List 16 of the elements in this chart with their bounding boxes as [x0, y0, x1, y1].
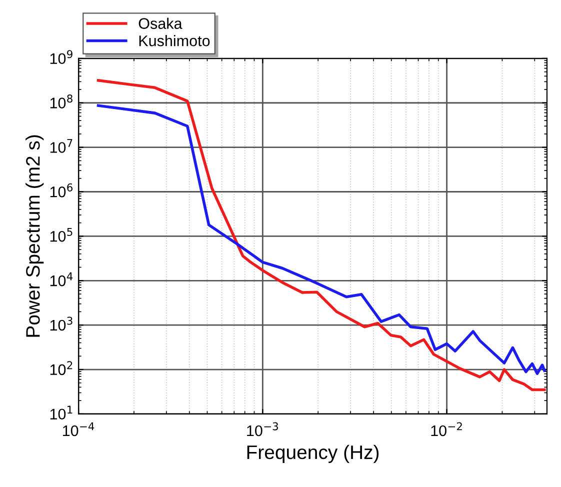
x-axis-title: Frequency (Hz) — [247, 444, 379, 463]
x-tick-label: 10$^{−4}$ — [62, 422, 94, 436]
x-tick-label: 10$^{−2}$ — [431, 422, 462, 436]
legend-label: Kushimoto — [139, 35, 210, 46]
x-tick-label: 10$^{−3}$ — [247, 422, 278, 436]
y-tick-label: 10$^{1}$ — [50, 406, 72, 420]
y-tick-label: 10$^{2}$ — [50, 361, 72, 376]
y-tick-label: 10$^{7}$ — [50, 139, 72, 153]
y-tick-label: 10$^{6}$ — [50, 183, 73, 198]
y-tick-label: 10$^{8}$ — [50, 94, 72, 108]
y-tick-label: 10$^{3}$ — [50, 316, 72, 331]
y-tick-label: 10$^{9}$ — [50, 50, 72, 64]
legend-label: Osaka — [138, 18, 182, 29]
y-tick-label: 10$^{4}$ — [50, 272, 73, 286]
y-tick-label: 10$^{5}$ — [50, 228, 72, 242]
y-axis-title: Power Spectrum (m2 s) — [26, 135, 44, 337]
